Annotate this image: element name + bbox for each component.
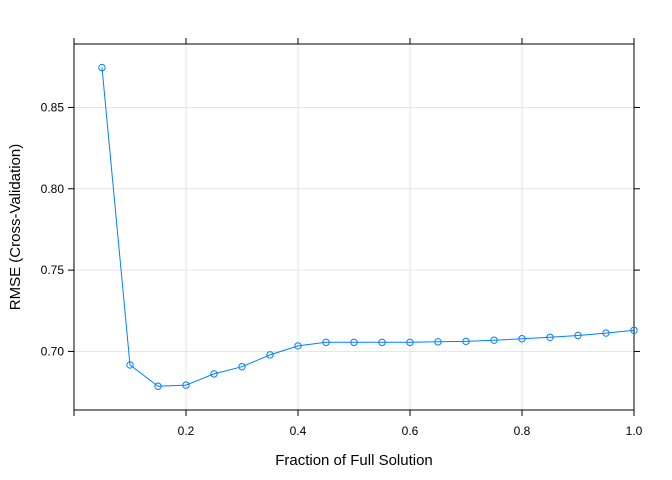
axis-ticks xyxy=(68,38,640,416)
data-point xyxy=(378,338,386,347)
data-point xyxy=(490,336,498,344)
series-group xyxy=(98,63,638,390)
data-point xyxy=(434,338,442,346)
data-point xyxy=(266,351,274,359)
series-line xyxy=(101,67,635,387)
y-tick-label: 0.85 xyxy=(41,100,65,114)
y-tick-label: 0.70 xyxy=(41,344,65,358)
data-point xyxy=(462,337,470,346)
x-axis-title: Fraction of Full Solution xyxy=(275,452,433,469)
tick-labels: 0.2 0.4 0.6 0.8 1.0 0.70 0.75 0.80 0.85 xyxy=(41,100,643,438)
data-point xyxy=(574,331,582,340)
data-point xyxy=(238,363,246,371)
y-tick-label: 0.75 xyxy=(41,263,65,277)
data-point xyxy=(602,329,610,337)
y-axis-title: RMSE (Cross-Validation) xyxy=(7,144,24,310)
data-point xyxy=(518,335,526,343)
data-point xyxy=(546,333,554,341)
plot-frame xyxy=(73,43,635,411)
data-point xyxy=(322,338,330,347)
data-point xyxy=(294,342,302,350)
x-tick-label: 0.2 xyxy=(178,424,195,438)
data-point xyxy=(406,338,414,347)
data-point xyxy=(630,326,638,334)
data-point xyxy=(182,381,190,389)
x-tick-label: 1.0 xyxy=(626,424,643,438)
data-point xyxy=(154,382,162,390)
data-point xyxy=(350,338,358,347)
x-tick-label: 0.4 xyxy=(290,424,307,438)
x-tick-label: 0.8 xyxy=(514,424,531,438)
x-tick-label: 0.6 xyxy=(402,424,419,438)
data-point xyxy=(126,361,134,369)
grid xyxy=(74,44,635,410)
data-point xyxy=(98,63,106,72)
data-point xyxy=(210,370,218,378)
y-tick-label: 0.80 xyxy=(41,182,65,196)
